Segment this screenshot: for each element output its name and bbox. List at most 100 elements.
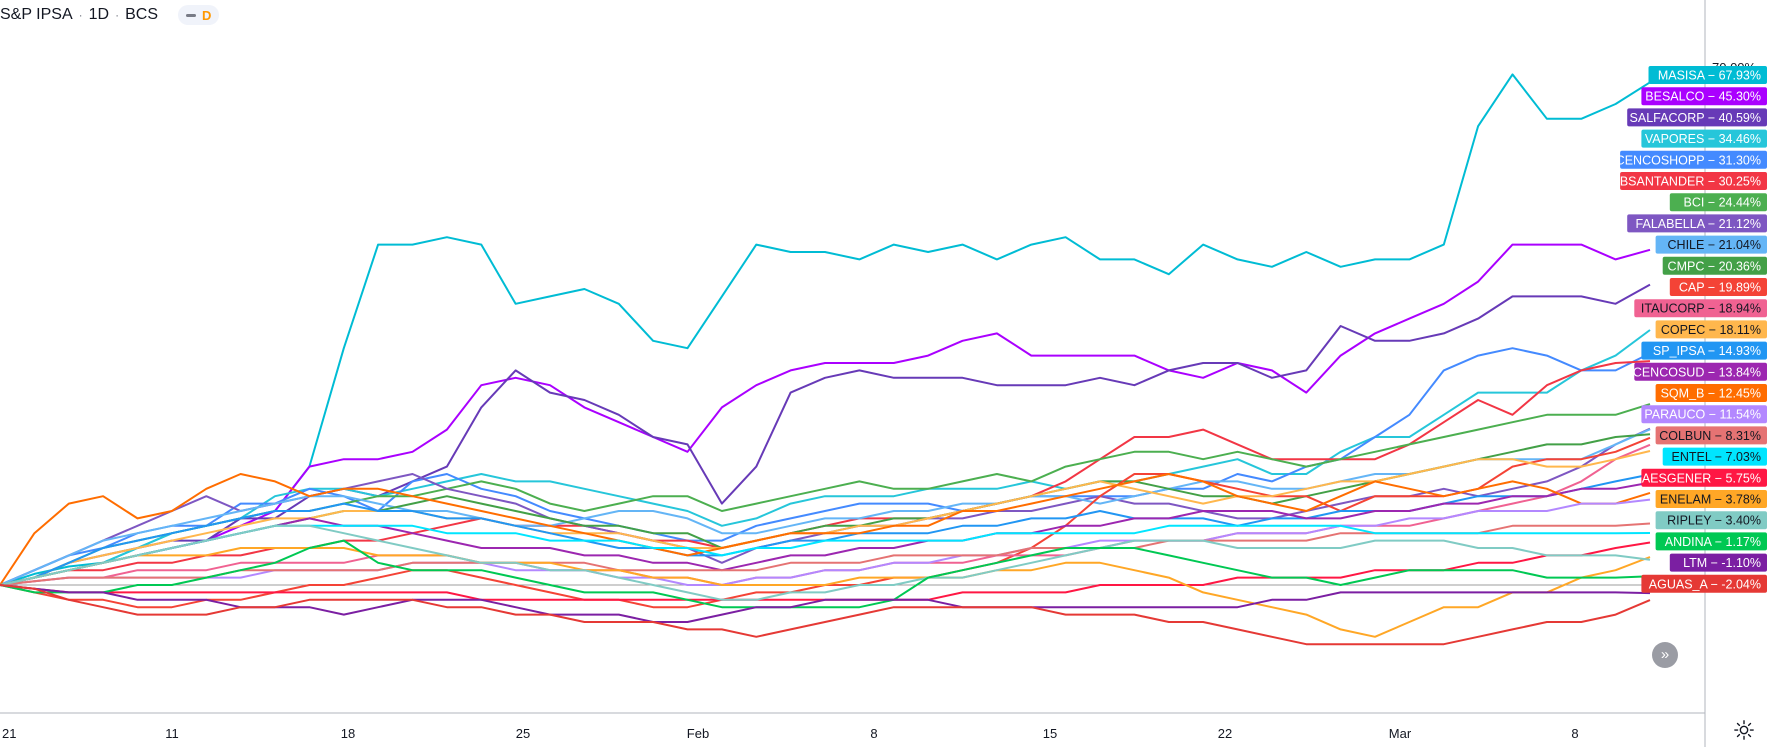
- tag-background: [1655, 426, 1767, 445]
- tag-label: VAPORES − 34.46%: [1645, 132, 1761, 146]
- time-tick-label: Feb: [687, 726, 709, 741]
- tag-label: AESGENER − 5.75%: [1642, 471, 1761, 485]
- tag-background: [1620, 172, 1767, 190]
- series-line-falabella[interactable]: [0, 427, 1651, 586]
- tag-background: [1641, 405, 1767, 424]
- series-line-sqm_b[interactable]: [0, 473, 1651, 586]
- last-value-tag-chile: CHILE − 21.04%: [1655, 235, 1767, 254]
- last-value-tag-falabella: FALABELLA − 21.12%: [1627, 214, 1767, 233]
- tag-background: [1627, 108, 1767, 127]
- tag-background: [1655, 384, 1767, 402]
- last-value-tag-cmpc: CMPC − 20.36%: [1662, 256, 1767, 275]
- time-tick-label: 15: [1043, 726, 1057, 741]
- tag-label: ENELAM − 3.78%: [1660, 493, 1761, 507]
- tag-background: [1641, 87, 1767, 106]
- last-value-tag-aesgener: AESGENER − 5.75%: [1641, 468, 1767, 487]
- last-value-tag-entel: ENTEL − 7.03%: [1662, 447, 1767, 466]
- last-value-tag-itaucorp: ITAUCORP − 18.94%: [1634, 299, 1767, 318]
- tag-label: SQM_B − 12.45%: [1661, 387, 1761, 401]
- last-value-tag-salfacorp: SALFACORP − 40.59%: [1627, 108, 1767, 127]
- tag-label: MASISA − 67.93%: [1658, 69, 1761, 83]
- tag-background: [1655, 511, 1767, 530]
- delayed-badge: D: [202, 7, 212, 23]
- tag-label: SALFACORP − 40.59%: [1630, 111, 1761, 125]
- interval-label[interactable]: 1D: [88, 6, 110, 23]
- series-line-bci[interactable]: [0, 403, 1651, 586]
- tag-label: ITAUCORP − 18.94%: [1641, 302, 1761, 316]
- scroll-to-realtime-button[interactable]: »: [1652, 642, 1678, 668]
- last-value-tag-parauco: PARAUCO − 11.54%: [1641, 405, 1767, 424]
- tag-label: COPEC − 18.11%: [1661, 323, 1761, 337]
- tag-label: CMPC − 20.36%: [1668, 259, 1761, 273]
- tag-background: [1634, 362, 1767, 381]
- series-line-chile[interactable]: [0, 428, 1651, 586]
- last-value-tag-bsantander: BSANTANDER − 30.25%: [1620, 172, 1767, 190]
- tag-background: [1641, 468, 1767, 487]
- last-value-tag-ltm: LTM − -1.10%: [1669, 553, 1767, 572]
- tag-background: [1669, 193, 1767, 212]
- tag-background: [1655, 490, 1767, 508]
- tag-label: PARAUCO − 11.54%: [1644, 408, 1761, 422]
- last-value-tag-aguas_a: AGUAS_A − -2.04%: [1641, 574, 1767, 593]
- last-value-tag-colbun: COLBUN − 8.31%: [1655, 426, 1767, 445]
- time-tick-label: 21: [2, 726, 16, 741]
- time-axis-ticks: 21 11 18 25 Feb 8 15 22 Mar 8: [2, 726, 1579, 741]
- header-separator: ·: [115, 8, 120, 22]
- series-line-ltm[interactable]: [0, 584, 1651, 623]
- time-tick-label: 25: [516, 726, 530, 741]
- series-lines: [0, 73, 1651, 646]
- gear-icon[interactable]: [1733, 719, 1755, 741]
- tag-background: [1641, 129, 1767, 148]
- tag-background: [1669, 278, 1767, 296]
- series-line-aguas_a[interactable]: [0, 584, 1651, 646]
- tag-label: CENCOSHOPP − 31.30%: [1616, 153, 1761, 167]
- last-value-tag-andina: ANDINA − 1.17%: [1655, 532, 1767, 551]
- tag-background: [1641, 341, 1767, 360]
- series-line-cencoshopp[interactable]: [0, 347, 1651, 586]
- tag-label: CENCOSUD − 13.84%: [1633, 365, 1761, 379]
- tag-background: [1634, 299, 1767, 318]
- time-tick-label: Mar: [1389, 726, 1412, 741]
- series-line-enelam[interactable]: [0, 547, 1651, 638]
- tag-label: CAP − 19.89%: [1679, 281, 1761, 295]
- tag-label: COLBUN − 8.31%: [1659, 429, 1761, 443]
- last-value-tag-cencoshopp: CENCOSHOPP − 31.30%: [1616, 150, 1767, 169]
- tag-label: AGUAS_A − -2.04%: [1649, 577, 1761, 591]
- series-line-vapores[interactable]: [0, 329, 1651, 586]
- double-chevron-right-icon: »: [1660, 646, 1670, 663]
- tag-label: ANDINA − 1.17%: [1665, 535, 1761, 549]
- status-pill[interactable]: D: [178, 5, 220, 25]
- tag-background: [1662, 256, 1767, 275]
- tag-label: BCI − 24.44%: [1684, 196, 1761, 210]
- series-line-ripley[interactable]: [0, 524, 1651, 601]
- tag-background: [1641, 574, 1767, 593]
- tag-label: RIPLEY − 3.40%: [1667, 514, 1761, 528]
- last-value-tag-masisa: MASISA − 67.93%: [1648, 66, 1767, 84]
- series-last-value-tags: MASISA − 67.93% BESALCO − 45.30% SALFACORP…: [1616, 66, 1767, 593]
- last-value-tag-besalco: BESALCO − 45.30%: [1641, 87, 1767, 106]
- last-value-tag-bci: BCI − 24.44%: [1669, 193, 1767, 212]
- last-value-tag-ripley: RIPLEY − 3.40%: [1655, 511, 1767, 530]
- last-value-tag-cencosud: CENCOSUD − 13.84%: [1633, 362, 1767, 381]
- time-tick-label: 22: [1218, 726, 1232, 741]
- tag-label: ENTEL − 7.03%: [1671, 450, 1761, 464]
- time-tick-label: 8: [870, 726, 877, 741]
- series-line-masisa[interactable]: [0, 73, 1651, 586]
- header-separator: ·: [78, 8, 83, 22]
- symbol-name[interactable]: S&P IPSA: [0, 6, 73, 23]
- series-line-andina[interactable]: [0, 539, 1651, 609]
- last-value-tag-copec: COPEC − 18.11%: [1655, 320, 1767, 339]
- tag-background: [1662, 447, 1767, 466]
- exchange-label: BCS: [125, 6, 158, 23]
- chart-header: S&P IPSA · 1D · BCS D: [0, 4, 220, 26]
- last-value-tag-vapores: VAPORES − 34.46%: [1641, 129, 1767, 148]
- last-value-tag-sp_ipsa: SP_IPSA − 14.93%: [1641, 341, 1767, 360]
- last-value-tag-enelam: ENELAM − 3.78%: [1655, 490, 1767, 508]
- tag-label: BESALCO − 45.30%: [1645, 90, 1761, 104]
- tag-label: LTM − -1.10%: [1683, 556, 1761, 570]
- time-tick-label: 8: [1571, 726, 1578, 741]
- tag-background: [1620, 150, 1767, 169]
- tag-background: [1655, 235, 1767, 254]
- tag-label: BSANTANDER − 30.25%: [1620, 175, 1761, 189]
